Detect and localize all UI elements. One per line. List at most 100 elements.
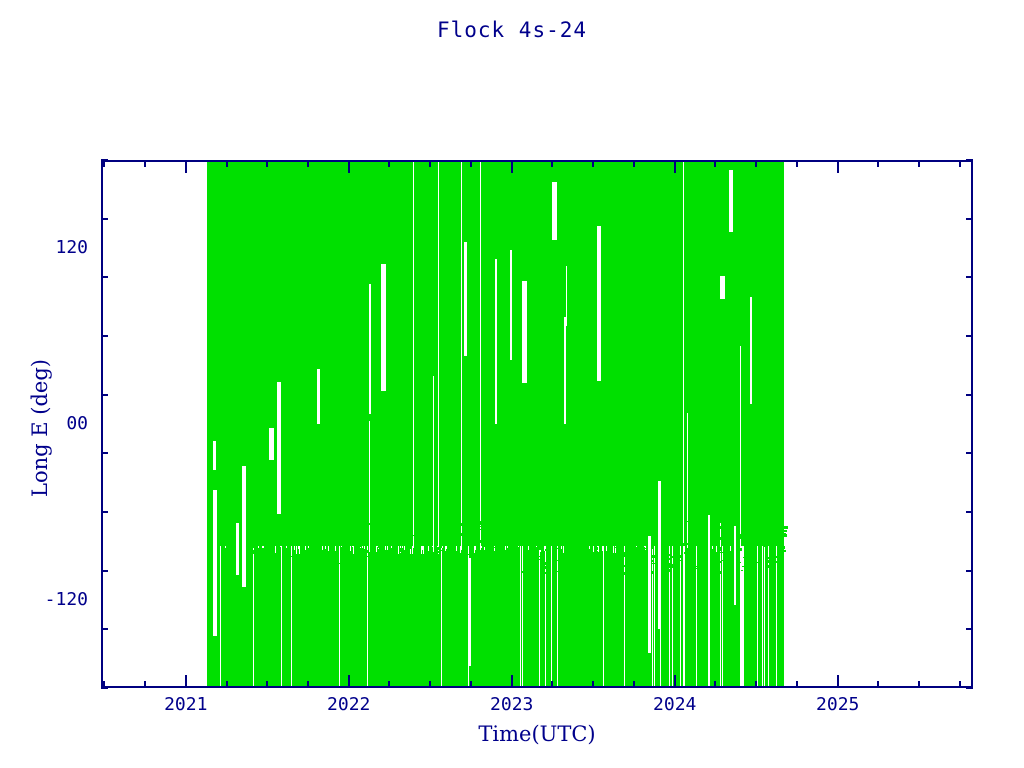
- data-trace: [273, 552, 275, 686]
- data-trace: [357, 560, 361, 563]
- data-trace: [332, 547, 335, 549]
- data-trace: [315, 546, 317, 686]
- data-trace: [623, 162, 625, 547]
- x-tick-top: [918, 160, 921, 167]
- data-trace: [602, 522, 604, 524]
- x-tick-top: [795, 160, 798, 167]
- data-trace: [552, 162, 554, 547]
- data-trace: [656, 546, 658, 686]
- data-trace: [460, 552, 462, 686]
- data-trace: [606, 537, 608, 540]
- data-trace: [483, 524, 488, 528]
- data-trace: [373, 547, 375, 686]
- data-trace: [552, 557, 554, 560]
- data-trace: [730, 551, 733, 554]
- data-trace: [409, 162, 411, 547]
- data-trace: [765, 162, 767, 547]
- data-trace: [461, 533, 466, 537]
- data-trace: [509, 162, 511, 547]
- data-trace: [477, 551, 479, 686]
- data-trace: [537, 547, 541, 551]
- data-trace: [438, 561, 441, 563]
- data-trace: [540, 540, 542, 542]
- data-trace: [482, 162, 484, 547]
- data-trace: [357, 162, 359, 547]
- data-trace: [539, 556, 542, 558]
- data-gap: [269, 428, 274, 461]
- data-trace: [765, 544, 768, 548]
- data-trace: [568, 162, 570, 547]
- data-trace: [442, 162, 444, 547]
- data-trace: [656, 162, 658, 547]
- data-trace: [505, 536, 507, 538]
- data-trace: [500, 162, 502, 547]
- data-gap: [212, 440, 217, 471]
- data-trace: [745, 547, 749, 549]
- data-trace: [296, 541, 299, 544]
- data-trace: [235, 162, 237, 547]
- data-trace: [462, 530, 467, 534]
- data-trace: [515, 162, 517, 686]
- data-trace: [612, 546, 614, 548]
- data-trace: [311, 162, 313, 547]
- x-tick-top: [429, 160, 432, 167]
- data-trace: [761, 547, 763, 686]
- data-trace: [433, 162, 435, 547]
- data-trace: [605, 162, 607, 547]
- data-trace: [263, 162, 265, 547]
- data-trace: [611, 529, 613, 533]
- data-trace: [697, 162, 699, 547]
- data-trace: [387, 552, 389, 686]
- data-trace: [572, 534, 576, 538]
- data-trace: [676, 552, 678, 686]
- data-trace: [698, 162, 700, 547]
- data-trace: [426, 565, 429, 569]
- data-trace: [479, 525, 484, 527]
- data-trace: [692, 550, 694, 686]
- data-trace: [578, 547, 580, 686]
- data-trace: [231, 543, 235, 546]
- data-trace: [238, 550, 240, 686]
- data-trace: [774, 541, 778, 544]
- data-trace: [255, 553, 257, 686]
- data-trace: [703, 162, 705, 547]
- data-trace: [474, 553, 476, 686]
- data-gap: [648, 535, 651, 653]
- data-trace: [546, 529, 550, 533]
- data-trace: [358, 547, 360, 686]
- data-trace: [717, 162, 719, 547]
- data-trace: [648, 162, 650, 547]
- data-trace: [575, 162, 577, 547]
- data-trace: [469, 541, 471, 544]
- data-trace: [606, 561, 611, 565]
- data-trace: [277, 549, 279, 686]
- data-trace: [257, 554, 260, 557]
- data-trace: [412, 554, 414, 686]
- x-tick-top: [755, 160, 758, 167]
- data-trace: [438, 544, 442, 548]
- data-trace: [628, 570, 632, 572]
- data-trace: [471, 536, 476, 538]
- data-trace: [378, 549, 380, 686]
- x-tick-top: [551, 160, 554, 167]
- data-trace: [727, 567, 732, 571]
- data-trace: [342, 567, 347, 571]
- data-trace: [716, 571, 721, 575]
- data-trace: [289, 546, 291, 686]
- data-trace: [289, 162, 291, 547]
- data-trace: [275, 560, 278, 562]
- y-tick-right: [966, 335, 973, 337]
- data-trace: [459, 162, 461, 547]
- data-trace: [398, 530, 402, 532]
- data-trace: [368, 551, 370, 686]
- data-trace: [509, 532, 514, 534]
- data-trace: [218, 162, 220, 547]
- data-trace: [481, 547, 483, 686]
- data-trace: [337, 532, 342, 534]
- data-trace: [592, 543, 597, 545]
- data-trace: [567, 527, 571, 530]
- y-tick-right: [966, 569, 973, 572]
- data-trace: [552, 546, 554, 686]
- data-trace: [391, 533, 396, 537]
- data-trace: [725, 162, 727, 686]
